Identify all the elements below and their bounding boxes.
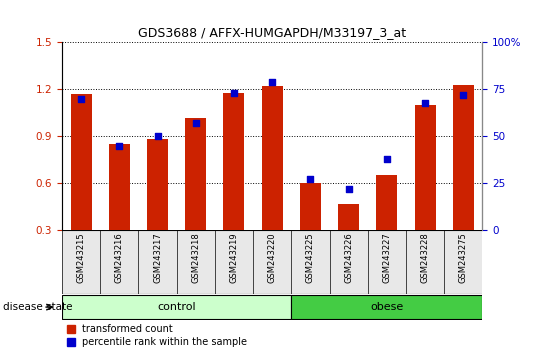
Text: GSM243217: GSM243217 bbox=[153, 232, 162, 283]
FancyBboxPatch shape bbox=[291, 295, 482, 319]
Text: GSM243226: GSM243226 bbox=[344, 232, 353, 283]
Point bbox=[230, 90, 238, 96]
Bar bbox=[376, 175, 397, 230]
Bar bbox=[71, 94, 92, 230]
Text: obese: obese bbox=[370, 302, 404, 312]
Text: GSM243218: GSM243218 bbox=[191, 232, 201, 283]
Title: GDS3688 / AFFX-HUMGAPDH/M33197_3_at: GDS3688 / AFFX-HUMGAPDH/M33197_3_at bbox=[138, 25, 406, 39]
Point bbox=[153, 133, 162, 139]
Point bbox=[191, 120, 200, 126]
Bar bbox=[185, 118, 206, 230]
Bar bbox=[147, 139, 168, 230]
Point bbox=[383, 156, 391, 162]
Point bbox=[77, 96, 85, 102]
Point bbox=[115, 143, 123, 149]
Bar bbox=[414, 105, 436, 230]
Bar bbox=[338, 204, 359, 230]
Text: GSM243216: GSM243216 bbox=[115, 232, 124, 283]
Text: GSM243228: GSM243228 bbox=[420, 232, 430, 283]
Point bbox=[421, 100, 430, 105]
Point bbox=[268, 79, 277, 85]
Bar bbox=[262, 86, 283, 230]
Bar bbox=[224, 92, 245, 230]
Text: control: control bbox=[157, 302, 196, 312]
Bar bbox=[300, 183, 321, 230]
Text: GSM243220: GSM243220 bbox=[268, 232, 277, 282]
Point bbox=[306, 177, 315, 182]
Text: GSM243219: GSM243219 bbox=[230, 232, 238, 282]
Text: disease state: disease state bbox=[3, 302, 72, 312]
Legend: transformed count, percentile rank within the sample: transformed count, percentile rank withi… bbox=[67, 325, 247, 347]
Text: GSM243227: GSM243227 bbox=[382, 232, 391, 283]
Bar bbox=[453, 85, 474, 230]
Text: GSM243225: GSM243225 bbox=[306, 232, 315, 282]
Bar bbox=[109, 144, 130, 230]
Text: GSM243215: GSM243215 bbox=[77, 232, 86, 282]
FancyBboxPatch shape bbox=[62, 295, 291, 319]
Point bbox=[344, 186, 353, 192]
Point bbox=[459, 92, 468, 98]
Text: GSM243275: GSM243275 bbox=[459, 232, 468, 283]
